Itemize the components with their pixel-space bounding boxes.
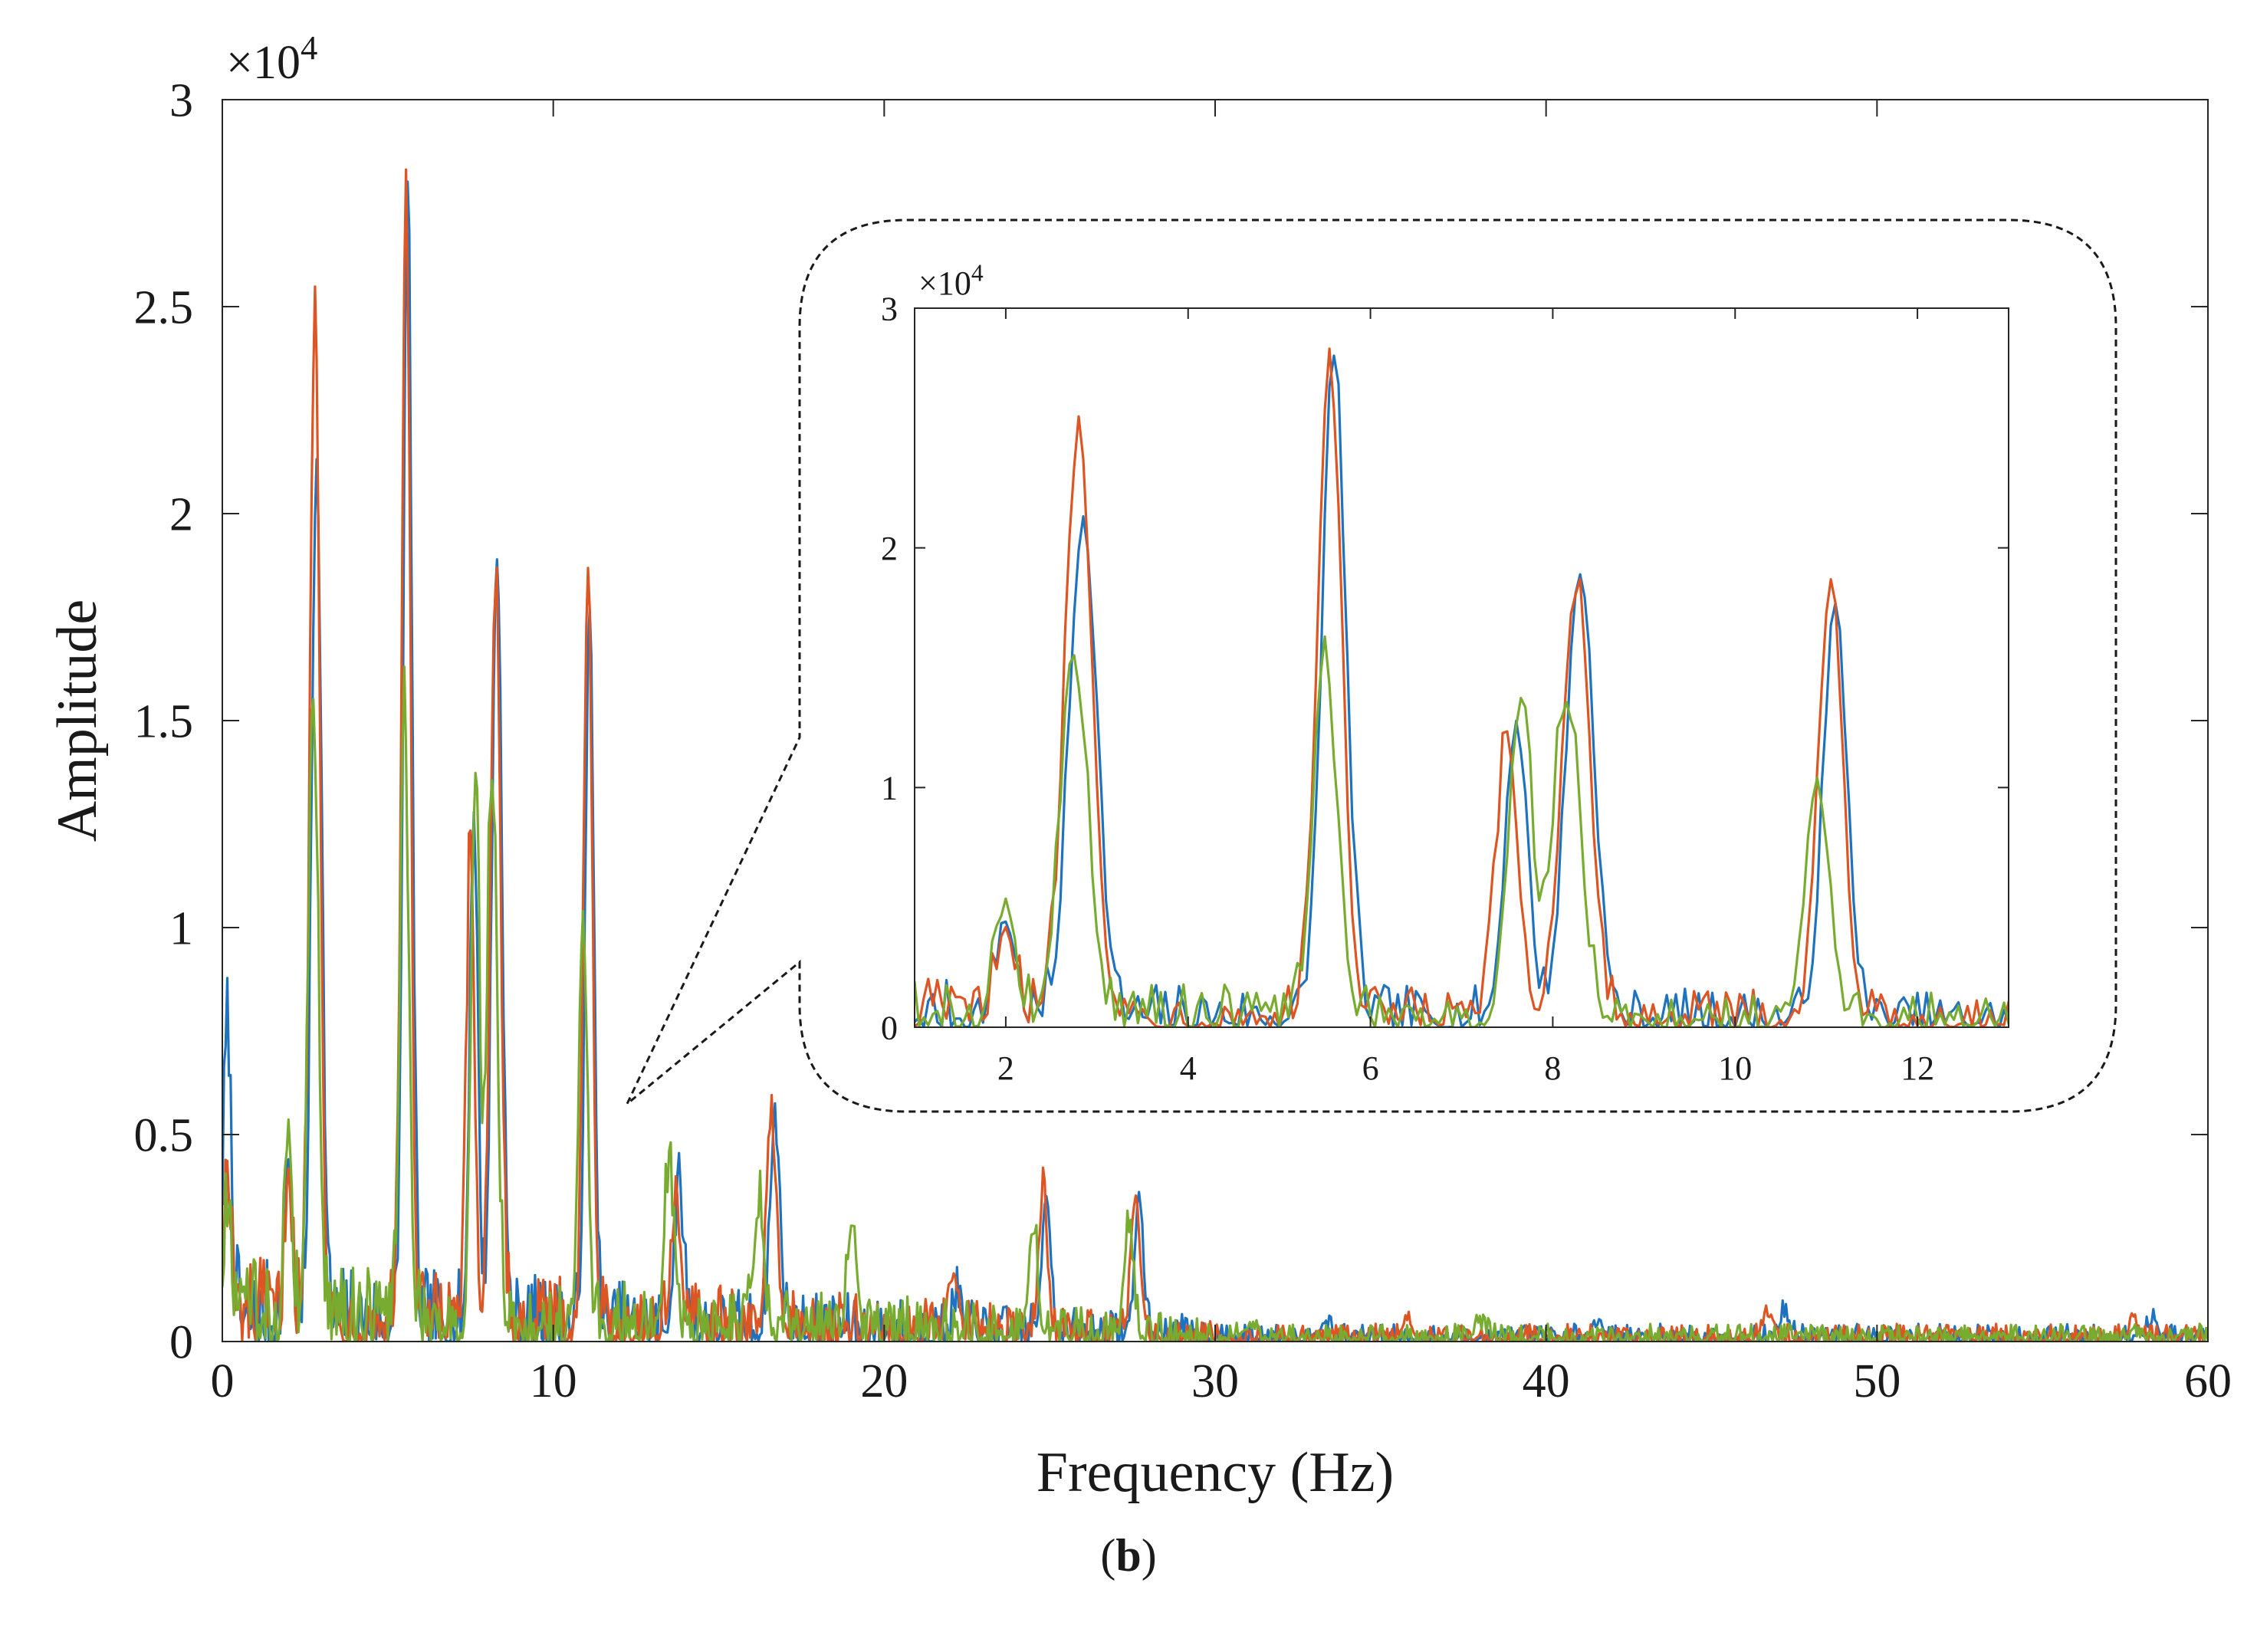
caption-open: ( xyxy=(1100,1530,1116,1581)
inset-xtick-label: 6 xyxy=(1362,1049,1379,1087)
main-xtick-label: 10 xyxy=(530,1355,577,1407)
inset-exponent-power: 4 xyxy=(971,259,984,286)
main-xtick-label: 30 xyxy=(1191,1355,1239,1407)
inset-xtick-label: 4 xyxy=(1180,1049,1197,1087)
main-xtick-label: 50 xyxy=(1853,1355,1901,1407)
main-ytick-label: 0.5 xyxy=(134,1110,194,1162)
inset-xtick-label: 2 xyxy=(997,1049,1014,1087)
main-ytick-label: 1 xyxy=(169,903,193,955)
inset-xtick-label: 8 xyxy=(1544,1049,1561,1087)
figure-caption: (b) xyxy=(0,1529,2257,1582)
caption-close: ) xyxy=(1141,1530,1157,1581)
inset-ytick-label: 2 xyxy=(881,530,898,567)
caption-letter: b xyxy=(1115,1530,1142,1581)
main-ytick-label: 2 xyxy=(169,489,193,541)
main-y-axis-title: Amplitude xyxy=(46,599,109,842)
main-ytick-label: 3 xyxy=(169,75,193,127)
inset-axes-frame xyxy=(914,307,2009,1028)
inset-ytick-label: 0 xyxy=(881,1009,898,1046)
inset-xtick-label: 12 xyxy=(1901,1049,1934,1087)
main-ytick-label: 0 xyxy=(169,1317,193,1369)
main-exponent-power: 4 xyxy=(301,28,317,67)
main-panel: 0 10 20 30 40 50 6000.511.522.53×104Frequency … xyxy=(46,28,2232,1504)
inset-callout-bubble xyxy=(626,218,2117,1113)
inset-xtick-label: 10 xyxy=(1718,1049,1752,1087)
inset-series-3-line xyxy=(915,635,2009,1027)
inset-series-group xyxy=(915,347,2009,1027)
main-xtick-label: 40 xyxy=(1523,1355,1570,1407)
inset-ytick-label: 3 xyxy=(881,290,898,327)
inset-series-2-line xyxy=(915,347,2009,1027)
main-x-axis-title: Frequency (Hz) xyxy=(1037,1441,1394,1504)
main-ytick-label: 1.5 xyxy=(134,696,194,748)
main-exponent-label: ×104 xyxy=(226,28,317,89)
inset-ytick-label: 1 xyxy=(881,770,898,807)
main-xtick-label: 0 xyxy=(211,1355,235,1407)
main-xtick-label: 60 xyxy=(2184,1355,2232,1407)
main-xtick-label: 20 xyxy=(860,1355,908,1407)
main-ytick-label: 2.5 xyxy=(134,282,194,334)
